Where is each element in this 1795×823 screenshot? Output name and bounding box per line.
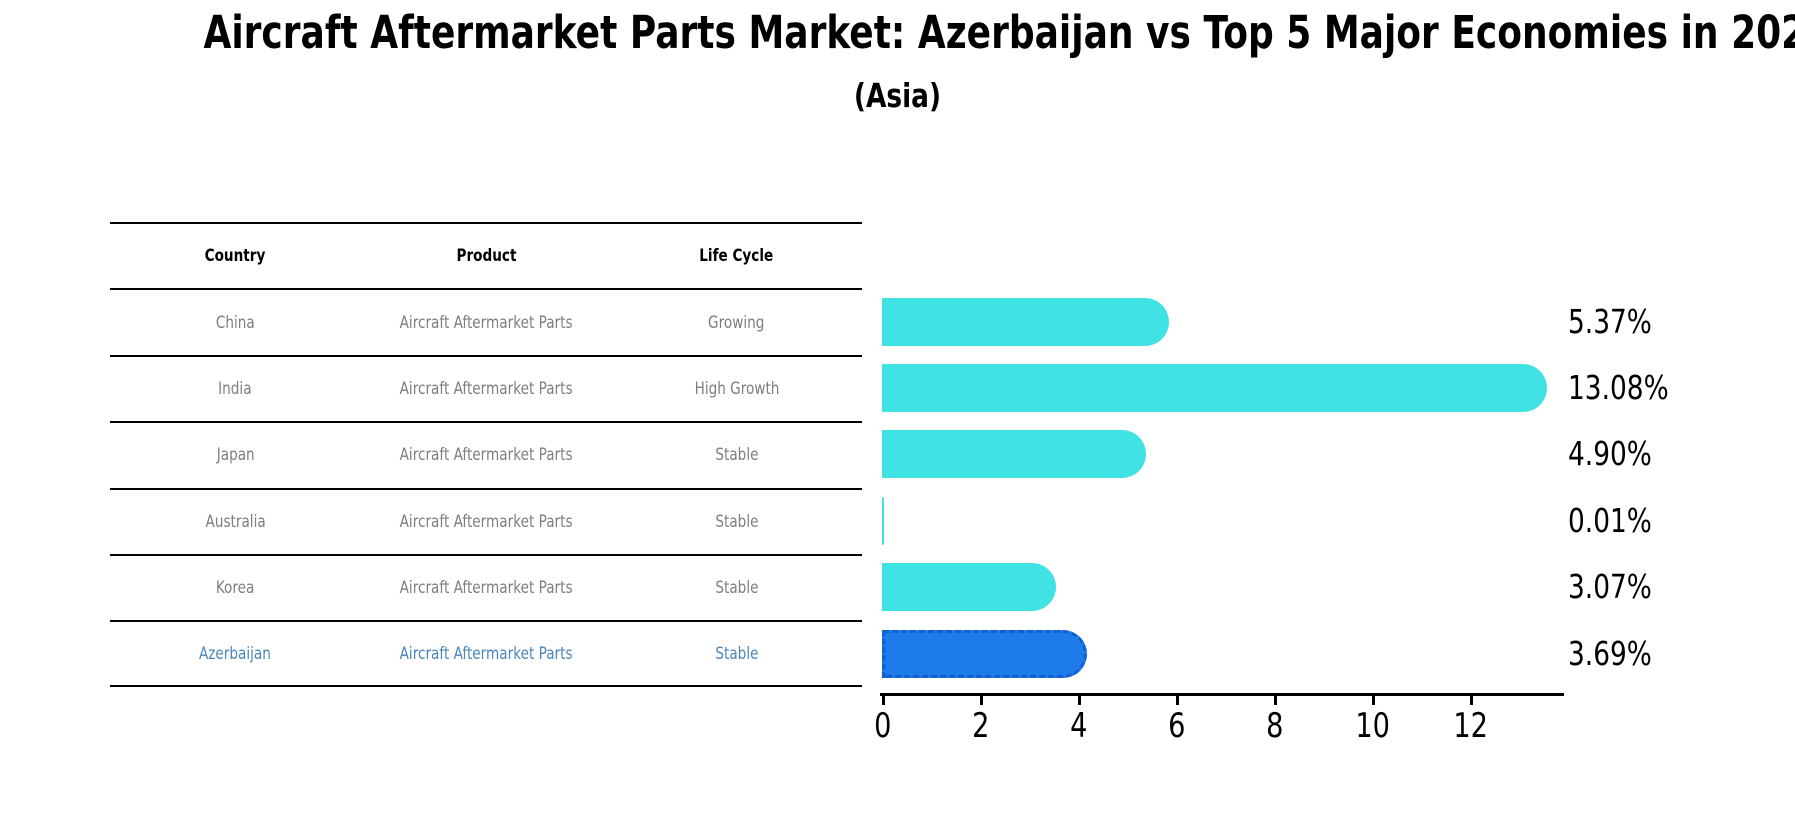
- cell-country: India: [110, 357, 361, 421]
- bar-value-label-china: 5.37%: [1568, 302, 1673, 342]
- chart-title: Aircraft Aftermarket Parts Market: Azerb…: [0, 6, 1795, 60]
- x-tick-label: 10: [1324, 706, 1422, 746]
- country-label: Japan: [216, 445, 255, 466]
- cell-product: Aircraft Aftermarket Parts: [361, 357, 612, 421]
- table-row-azerbaijan: Azerbaijan Aircraft Aftermarket Parts St…: [110, 620, 862, 687]
- tick-text: 10: [1355, 706, 1391, 746]
- value-text: 4.90%: [1568, 434, 1652, 474]
- x-axis-tick: [1078, 695, 1081, 705]
- tick-text: 6: [1168, 706, 1186, 746]
- country-label: Korea: [216, 578, 255, 599]
- cell-country: China: [110, 290, 361, 354]
- bar-australia: [882, 496, 884, 545]
- x-axis-tick: [1372, 695, 1375, 705]
- product-label: Aircraft Aftermarket Parts: [399, 312, 573, 333]
- country-label: China: [215, 312, 255, 333]
- cell-country: Azerbaijan: [110, 622, 361, 684]
- cell-product: Aircraft Aftermarket Parts: [361, 622, 612, 684]
- bar-value-label-india: 13.08%: [1568, 368, 1694, 408]
- x-axis-tick: [1176, 695, 1179, 705]
- cell-lifecycle: Stable: [611, 423, 862, 487]
- bar-azerbaijan: [882, 629, 1087, 678]
- x-tick-label: 4: [1030, 706, 1128, 746]
- table-row-japan: Japan Aircraft Aftermarket Parts Stable: [110, 421, 862, 487]
- product-label: Aircraft Aftermarket Parts: [399, 643, 573, 664]
- column-header-lifecycle-label: Life Cycle: [699, 246, 774, 267]
- cell-product: Aircraft Aftermarket Parts: [361, 490, 612, 554]
- x-axis-tick: [1470, 695, 1473, 705]
- x-axis-tick: [1274, 695, 1277, 705]
- bar-value-label-japan: 4.90%: [1568, 434, 1673, 474]
- tick-text: 4: [1070, 706, 1088, 746]
- column-header-country-label: Country: [204, 246, 266, 267]
- cell-product: Aircraft Aftermarket Parts: [361, 423, 612, 487]
- cell-lifecycle: Growing: [611, 290, 862, 354]
- bar-value-label-australia: 0.01%: [1568, 501, 1673, 541]
- column-header-product: Product: [361, 224, 612, 288]
- cell-lifecycle: Stable: [611, 490, 862, 554]
- bar-china: [882, 297, 1170, 346]
- lifecycle-label: Stable: [715, 445, 759, 466]
- country-label: Australia: [205, 511, 266, 532]
- value-text: 3.07%: [1568, 567, 1652, 607]
- bar-korea: [882, 563, 1057, 612]
- column-header-product-label: Product: [456, 246, 516, 267]
- tick-text: 12: [1453, 706, 1489, 746]
- bar-india: [882, 364, 1547, 412]
- value-text: 5.37%: [1568, 301, 1652, 341]
- x-tick-label: 6: [1128, 706, 1226, 746]
- x-tick-label: 0: [834, 706, 932, 746]
- tick-text: 0: [874, 706, 892, 746]
- country-label: India: [218, 378, 253, 399]
- table-row-korea: Korea Aircraft Aftermarket Parts Stable: [110, 553, 862, 620]
- cell-lifecycle: High Growth: [611, 357, 862, 421]
- column-header-country: Country: [110, 224, 361, 288]
- cell-product: Aircraft Aftermarket Parts: [361, 290, 612, 354]
- value-text: 13.08%: [1568, 368, 1669, 407]
- product-label: Aircraft Aftermarket Parts: [399, 445, 573, 466]
- product-label: Aircraft Aftermarket Parts: [399, 511, 573, 532]
- lifecycle-label: Stable: [715, 643, 759, 664]
- cell-lifecycle: Stable: [611, 622, 862, 684]
- value-text: 0.01%: [1568, 500, 1652, 540]
- x-tick-label: 8: [1226, 706, 1324, 746]
- x-tick-label: 12: [1422, 706, 1520, 746]
- x-tick-label: 2: [932, 706, 1030, 746]
- cell-country: Korea: [110, 556, 361, 620]
- table-row-china: China Aircraft Aftermarket Parts Growing: [110, 288, 862, 354]
- lifecycle-label: Growing: [708, 312, 765, 333]
- tick-text: 8: [1266, 706, 1284, 746]
- cell-country: Japan: [110, 423, 361, 487]
- x-axis: [880, 693, 1564, 696]
- x-axis-tick: [980, 695, 983, 705]
- lifecycle-label: High Growth: [694, 378, 780, 399]
- column-header-lifecycle: Life Cycle: [611, 224, 862, 288]
- cell-country: Australia: [110, 490, 361, 554]
- lifecycle-label: Stable: [715, 511, 759, 532]
- chart-subtitle-text: (Asia): [853, 76, 942, 115]
- chart-title-text: Aircraft Aftermarket Parts Market: Azerb…: [203, 6, 1795, 59]
- bar-value-label-korea: 3.07%: [1568, 567, 1673, 607]
- country-label: Azerbaijan: [199, 643, 272, 664]
- product-label: Aircraft Aftermarket Parts: [399, 378, 573, 399]
- cell-lifecycle: Stable: [611, 556, 862, 620]
- bar-value-label-azerbaijan: 3.69%: [1568, 634, 1673, 674]
- tick-text: 2: [972, 706, 990, 746]
- lifecycle-label: Stable: [715, 578, 759, 599]
- value-text: 3.69%: [1568, 633, 1652, 673]
- table-row-australia: Australia Aircraft Aftermarket Parts Sta…: [110, 487, 862, 554]
- product-label: Aircraft Aftermarket Parts: [399, 578, 573, 599]
- chart-subtitle: (Asia): [0, 74, 1795, 118]
- country-table: Country Product Life Cycle China Aircraf…: [110, 222, 862, 687]
- table-header-row: Country Product Life Cycle: [110, 222, 862, 288]
- x-axis-tick: [882, 695, 885, 705]
- cell-product: Aircraft Aftermarket Parts: [361, 556, 612, 620]
- bar-japan: [882, 430, 1147, 479]
- table-row-india: India Aircraft Aftermarket Parts High Gr…: [110, 354, 862, 421]
